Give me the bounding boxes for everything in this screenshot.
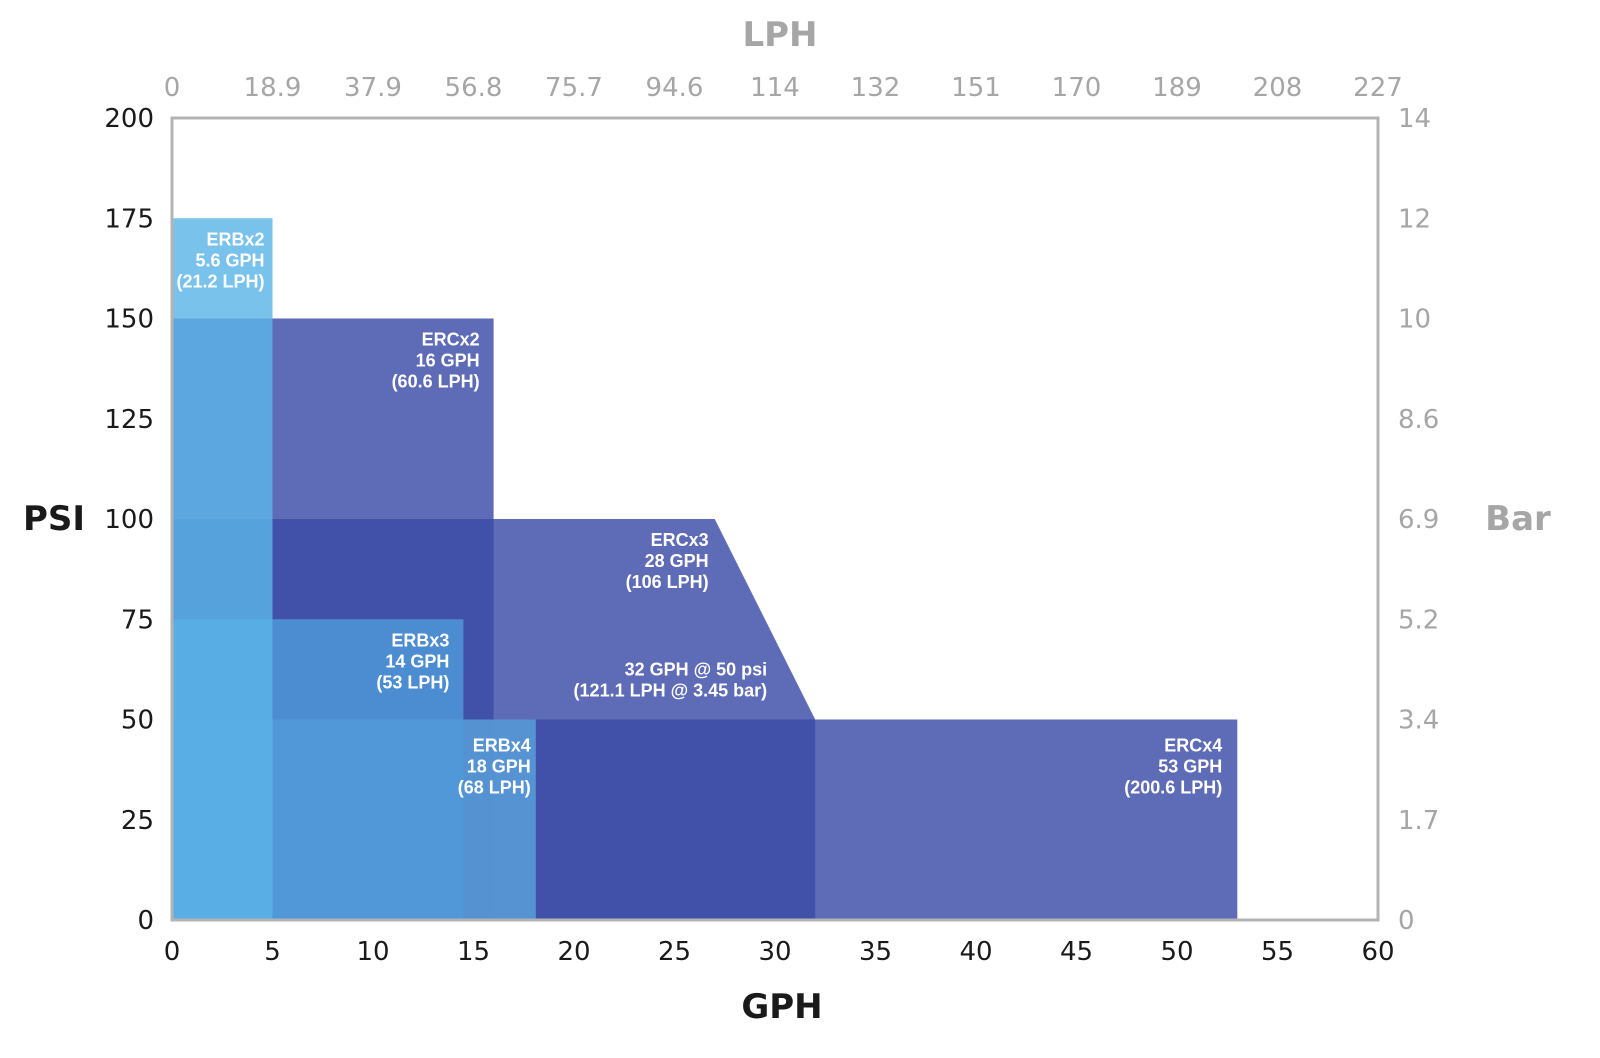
x2-tick-label: 18.9 — [244, 73, 302, 103]
y-tick-label: 50 — [121, 706, 154, 736]
x2-axis-title: LPH — [742, 15, 817, 55]
y-tick-label: 200 — [104, 104, 154, 134]
region-label-ercx4-line-2: 53 GPH — [1158, 757, 1222, 777]
region-erbx2 — [172, 218, 273, 921]
ercx3-annotation-line-1: 32 GPH @ 50 psi — [625, 660, 768, 680]
region-label-erbx4-line-3: (68 LPH) — [458, 778, 531, 798]
x2-tick-label: 0 — [164, 73, 181, 103]
y2-tick-label: 6.9 — [1398, 505, 1439, 535]
x-tick-label: 55 — [1261, 937, 1294, 967]
ercx3-annotation-line-2: (121.1 LPH @ 3.45 bar) — [574, 681, 768, 701]
region-label-ercx4-line-1: ERCx4 — [1164, 736, 1222, 756]
y2-axis-title: Bar — [1485, 499, 1551, 539]
y-tick-label: 175 — [104, 204, 154, 234]
plot-frame — [170, 116, 1380, 922]
x2-tick-label: 37.9 — [344, 73, 402, 103]
y-tick-label: 0 — [137, 906, 154, 936]
y-axis-title: PSI — [23, 499, 85, 539]
region-label-ercx2-line-3: (60.6 LPH) — [392, 372, 480, 392]
x2-tick-label: 151 — [951, 73, 1001, 103]
y2-tick-label: 3.4 — [1398, 706, 1439, 736]
x-tick-label: 30 — [758, 937, 791, 967]
x2-tick-label: 170 — [1052, 73, 1102, 103]
region-label-ercx3-line-2: 28 GPH — [645, 551, 709, 571]
x-tick-label: 50 — [1160, 937, 1193, 967]
axis-ticks: 0 5 10 15 20 25 30 35 40 45 50 55 600 18.9 37.9 56.8 75.… — [104, 73, 1439, 967]
x-axis-title: GPH — [741, 987, 822, 1027]
region-label-erbx2-line-2: 5.6 GPH — [195, 250, 264, 270]
y2-tick-label: 5.2 — [1398, 605, 1439, 635]
x2-tick-label: 94.6 — [646, 73, 704, 103]
x-tick-label: 25 — [658, 937, 691, 967]
y2-tick-label: 8.6 — [1398, 405, 1439, 435]
y2-tick-label: 0 — [1398, 906, 1415, 936]
x-tick-label: 0 — [164, 937, 181, 967]
y-tick-label: 150 — [104, 305, 154, 335]
x-tick-label: 10 — [356, 937, 389, 967]
region-label-erbx3-line-3: (53 LPH) — [376, 672, 449, 692]
y2-tick-label: 1.7 — [1398, 806, 1439, 836]
region-label-erbx3-line-1: ERBx3 — [391, 630, 449, 650]
region-label-ercx3-line-1: ERCx3 — [651, 530, 709, 550]
x2-tick-label: 75.7 — [545, 73, 603, 103]
y-tick-label: 100 — [104, 505, 154, 535]
y2-tick-label: 12 — [1398, 204, 1431, 234]
x-tick-label: 40 — [959, 937, 992, 967]
y2-tick-label: 10 — [1398, 305, 1431, 335]
x-tick-label: 45 — [1060, 937, 1093, 967]
x2-tick-label: 189 — [1152, 73, 1202, 103]
x2-tick-label: 227 — [1353, 73, 1403, 103]
y-tick-label: 125 — [104, 405, 154, 435]
y-tick-label: 75 — [121, 605, 154, 635]
x-tick-label: 35 — [859, 937, 892, 967]
region-label-erbx3-line-2: 14 GPH — [385, 651, 449, 671]
region-label-ercx3-line-3: (106 LPH) — [626, 572, 709, 592]
region-label-erbx4-line-2: 18 GPH — [467, 757, 531, 777]
y2-tick-label: 14 — [1398, 104, 1431, 134]
x-tick-label: 5 — [264, 937, 281, 967]
region-label-erbx2-line-3: (21.2 LPH) — [176, 271, 264, 291]
x2-tick-label: 208 — [1253, 73, 1303, 103]
x2-tick-label: 114 — [750, 73, 800, 103]
region-label-ercx2-line-2: 16 GPH — [416, 351, 480, 371]
region-label-erbx4-line-1: ERBx4 — [473, 736, 531, 756]
flow-regions — [172, 218, 1238, 921]
x-tick-label: 15 — [457, 937, 490, 967]
region-label-ercx4-line-3: (200.6 LPH) — [1124, 778, 1222, 798]
region-label-ercx2-line-1: ERCx2 — [422, 330, 480, 350]
region-label-erbx2-line-1: ERBx2 — [206, 229, 264, 249]
y-tick-label: 25 — [121, 806, 154, 836]
x2-tick-label: 56.8 — [445, 73, 503, 103]
x-tick-label: 60 — [1361, 937, 1394, 967]
x-tick-label: 20 — [557, 937, 590, 967]
x2-tick-label: 132 — [851, 73, 901, 103]
